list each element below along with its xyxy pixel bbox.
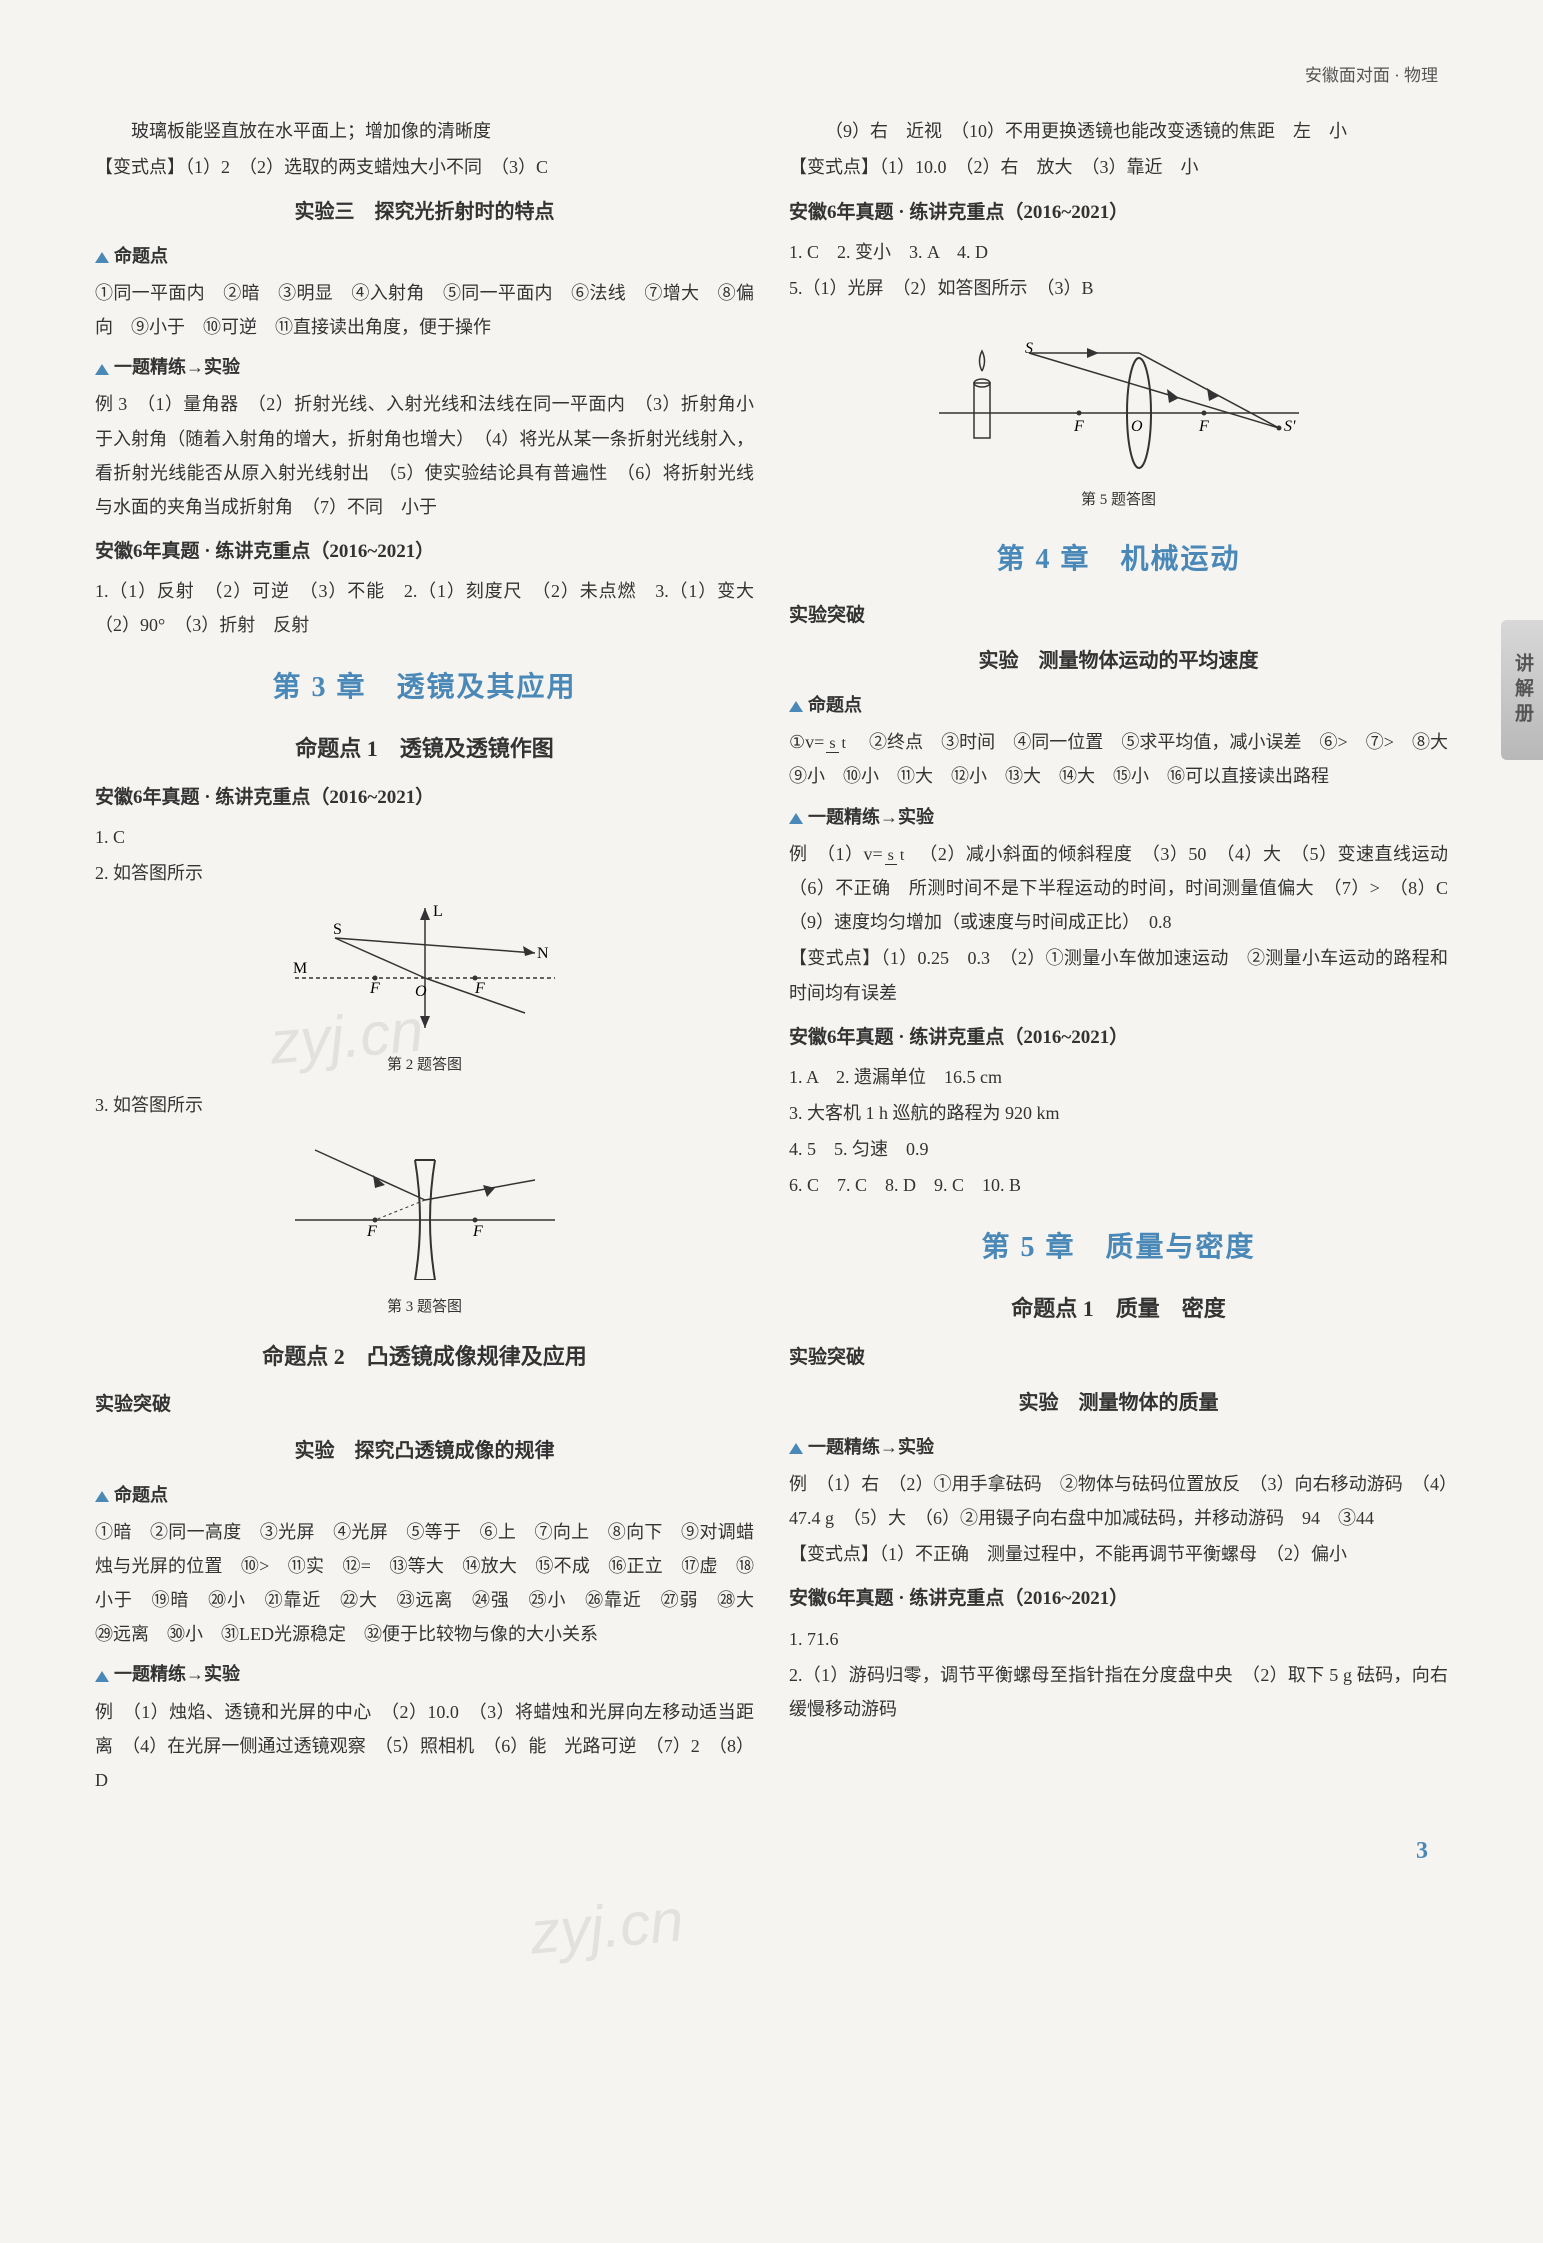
text-line: 1. A 2. 遗漏单位 16.5 cm	[789, 1060, 1448, 1094]
label: 一题精练→实验	[114, 1664, 240, 1684]
label: 一题精练→实验	[808, 1437, 934, 1457]
marker-icon	[95, 1671, 109, 1682]
svg-text:S': S'	[1284, 418, 1296, 435]
label: 命题点	[114, 1485, 168, 1505]
text-line: 【变式点】（1）10.0 （2）右 放大 （3）靠近 小	[789, 150, 1448, 184]
section-anhui6b: 安徽6年真题 · 练讲克重点（2016~2021）	[95, 780, 754, 816]
text-line: 1. 71.6	[789, 1622, 1448, 1656]
text-line: 【变式点】（1）2 （2）选取的两支蜡烛大小不同 （3）C	[95, 150, 754, 184]
content-columns: 玻璃板能竖直放在水平面上；增加像的清晰度 【变式点】（1）2 （2）选取的两支蜡…	[95, 112, 1448, 1799]
marker-icon	[95, 1491, 109, 1502]
subheading-mingti: 命题点	[95, 239, 754, 273]
figure-caption: 第 5 题答图	[789, 486, 1448, 515]
subheading-jinglian: 一题精练→实验	[95, 350, 754, 384]
marker-icon	[95, 252, 109, 263]
figure-3: F F 第 3 题答图	[95, 1130, 754, 1322]
marker-icon	[95, 364, 109, 375]
subheading-jinglian: 一题精练→实验	[789, 800, 1448, 834]
text-line: 1. C	[95, 820, 754, 854]
marker-icon	[789, 813, 803, 824]
text-line: 2. 如答图所示	[95, 856, 754, 890]
page-number: 3	[95, 1829, 1448, 1875]
svg-text:F: F	[472, 1223, 483, 1240]
text-line: 6. C 7. C 8. D 9. C 10. B	[789, 1168, 1448, 1202]
watermark: zyj.cn	[525, 1864, 688, 1991]
topic-1-title: 命题点 1 透镜及透镜作图	[95, 728, 754, 770]
svg-text:F: F	[474, 980, 485, 997]
text-line: 2.（1）游码归零，调节平衡螺母至指针指在分度盘中央 （2）取下 5 g 砝码，…	[789, 1658, 1448, 1726]
experiment-title: 实验 测量物体的质量	[789, 1384, 1448, 1422]
topic-1-title: 命题点 1 质量 密度	[789, 1288, 1448, 1330]
text-line: 【变式点】（1）不正确 测量过程中，不能再调节平衡螺母 （2）偏小	[789, 1537, 1448, 1571]
left-column: 玻璃板能竖直放在水平面上；增加像的清晰度 【变式点】（1）2 （2）选取的两支蜡…	[95, 112, 754, 1799]
right-column: （9）右 近视 （10）不用更换透镜也能改变透镜的焦距 左 小 【变式点】（1）…	[789, 112, 1448, 1799]
subheading-mingti: 命题点	[789, 688, 1448, 722]
subheading-mingti: 命题点	[95, 1478, 754, 1512]
side-tab: 讲解册	[1501, 620, 1543, 760]
text-block: ①同一平面内 ②暗 ③明显 ④入射角 ⑤同一平面内 ⑥法线 ⑦增大 ⑧偏向 ⑨小…	[95, 276, 754, 344]
svg-text:M: M	[293, 960, 307, 977]
text-block: 例 3 （1）量角器 （2）折射光线、入射光线和法线在同一平面内 （3）折射角小…	[95, 387, 754, 524]
section-shiyan: 实验突破	[789, 598, 1448, 634]
svg-text:F: F	[1073, 418, 1084, 435]
section-anhui6: 安徽6年真题 · 练讲克重点（2016~2021）	[789, 195, 1448, 231]
section-shiyan: 实验突破	[789, 1340, 1448, 1376]
text-block: ①暗 ②同一高度 ③光屏 ④光屏 ⑤等于 ⑥上 ⑦向上 ⑧向下 ⑨对调蜡烛与光屏…	[95, 1515, 754, 1652]
text-line: 4. 5 5. 匀速 0.9	[789, 1132, 1448, 1166]
text-line: （9）右 近视 （10）不用更换透镜也能改变透镜的焦距 左 小	[789, 114, 1448, 148]
section-anhui6: 安徽6年真题 · 练讲克重点（2016~2021）	[95, 534, 754, 570]
section-anhui6c: 安徽6年真题 · 练讲克重点（2016~2021）	[789, 1581, 1448, 1617]
marker-icon	[789, 701, 803, 712]
svg-text:N: N	[537, 945, 549, 962]
svg-text:F: F	[366, 1223, 377, 1240]
chapter-4-title: 第 4 章 机械运动	[789, 533, 1448, 586]
label: 命题点	[808, 695, 862, 715]
svg-text:F: F	[1198, 418, 1209, 435]
header-title: 安徽面对面 · 物理	[95, 60, 1448, 92]
section-shiyan: 实验突破	[95, 1387, 754, 1423]
experiment-title: 实验三 探究光折射时的特点	[95, 193, 754, 231]
figure-5: S F O F S' 第 5 题答图	[789, 313, 1448, 515]
svg-text:O: O	[1131, 418, 1143, 435]
marker-icon	[789, 1443, 803, 1454]
concave-lens-diagram-icon: F F	[275, 1130, 575, 1280]
label: 一题精练→实验	[114, 357, 240, 377]
label: 命题点	[114, 246, 168, 266]
text-line: 1. C 2. 变小 3. A 4. D	[789, 235, 1448, 269]
figure-2: L S N M F F O 第 2 题答图	[95, 898, 754, 1080]
fraction: st	[885, 847, 908, 865]
topic-2-title: 命题点 2 凸透镜成像规律及应用	[95, 1336, 754, 1378]
fraction: st	[826, 735, 849, 753]
chapter-3-title: 第 3 章 透镜及其应用	[95, 661, 754, 714]
text-block: 例 （1）右 （2）①用手拿砝码 ②物体与砝码位置放反 （3）向右移动游码 （4…	[789, 1467, 1448, 1535]
text-line: 3. 大客机 1 h 巡航的路程为 920 km	[789, 1096, 1448, 1130]
svg-text:L: L	[433, 903, 443, 920]
figure-caption: 第 2 题答图	[95, 1051, 754, 1080]
svg-text:S: S	[333, 921, 342, 938]
section-anhui6b: 安徽6年真题 · 练讲克重点（2016~2021）	[789, 1020, 1448, 1056]
subheading-jinglian: 一题精练→实验	[95, 1657, 754, 1691]
text-block: 1.（1）反射 （2）可逆 （3）不能 2.（1）刻度尺 （2）未点燃 3.（1…	[95, 574, 754, 642]
convex-lens-image-icon: S F O F S'	[929, 313, 1309, 473]
svg-text:F: F	[369, 980, 380, 997]
label: 一题精练→实验	[808, 807, 934, 827]
text-line: 玻璃板能竖直放在水平面上；增加像的清晰度	[95, 114, 754, 148]
text-line: 3. 如答图所示	[95, 1088, 754, 1122]
experiment-title: 实验 测量物体运动的平均速度	[789, 642, 1448, 680]
figure-caption: 第 3 题答图	[95, 1293, 754, 1322]
text-block: 例 （1）烛焰、透镜和光屏的中心 （2）10.0 （3）将蜡烛和光屏向左移动适当…	[95, 1695, 754, 1798]
text-block: 例 （1）v=st （2）减小斜面的倾斜程度 （3）50 （4）大 （5）变速直…	[789, 837, 1448, 940]
text-line: 5.（1）光屏 （2）如答图所示 （3）B	[789, 271, 1448, 305]
subheading-jinglian: 一题精练→实验	[789, 1430, 1448, 1464]
text-block: ①v=st ②终点 ③时间 ④同一位置 ⑤求平均值，减小误差 ⑥> ⑦> ⑧大 …	[789, 725, 1448, 793]
text-line: 【变式点】（1）0.25 0.3 （2）①测量小车做加速运动 ②测量小车运动的路…	[789, 941, 1448, 1009]
experiment-title: 实验 探究凸透镜成像的规律	[95, 1432, 754, 1470]
svg-text:O: O	[415, 983, 427, 1000]
lens-diagram-icon: L S N M F F O	[275, 898, 575, 1038]
chapter-5-title: 第 5 章 质量与密度	[789, 1221, 1448, 1274]
